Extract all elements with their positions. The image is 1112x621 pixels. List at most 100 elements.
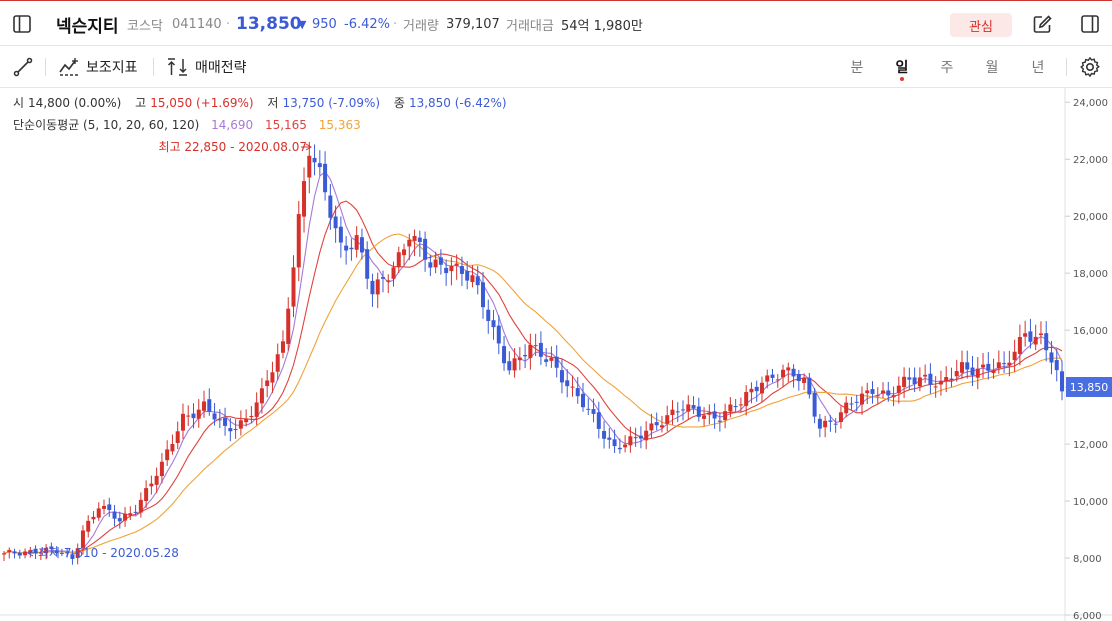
low-value: 13,750 (-7.09%) xyxy=(282,96,381,110)
candle-body xyxy=(833,423,838,425)
candle-body xyxy=(254,402,259,417)
candle-body xyxy=(238,420,243,429)
y-tick-label: 18,000 xyxy=(1073,269,1108,280)
candle-body xyxy=(265,380,270,387)
candle-body xyxy=(128,513,133,516)
candle-body xyxy=(33,548,38,553)
candle-body xyxy=(328,195,333,218)
candle-body xyxy=(1033,336,1038,345)
candle-body xyxy=(96,508,101,518)
candle-body xyxy=(449,266,454,272)
candle-body xyxy=(138,499,143,513)
candle-body xyxy=(775,379,780,381)
candle-body xyxy=(965,362,970,370)
candle-body xyxy=(349,247,354,250)
candle-body xyxy=(475,276,480,286)
candle-body xyxy=(554,356,559,368)
candle-body xyxy=(428,262,433,268)
candle-body xyxy=(12,551,17,554)
candle-body xyxy=(212,413,217,420)
candlestick-chart[interactable]: 24,00022,00020,00018,00016,00014,00012,0… xyxy=(0,88,1112,621)
candle-body xyxy=(838,412,843,422)
period-week[interactable]: 주 xyxy=(940,60,954,76)
candle-body xyxy=(417,237,422,243)
candle-body xyxy=(733,406,738,408)
interest-button[interactable]: 관심 xyxy=(950,13,1012,37)
candle-body xyxy=(465,270,470,281)
candle-body xyxy=(512,358,517,371)
y-tick-label: 6,000 xyxy=(1073,611,1102,621)
candle-body xyxy=(875,395,880,397)
period-day[interactable]: 일 xyxy=(895,60,909,76)
candle-body xyxy=(849,403,854,405)
candle-body xyxy=(981,364,986,368)
candle-body xyxy=(533,345,538,347)
candle-body xyxy=(854,401,859,403)
candle-body xyxy=(828,420,833,422)
ma-label: 단순이동평균 (5, 10, 20, 60, 120) xyxy=(13,118,200,132)
sidebar-toggle-icon[interactable] xyxy=(12,1,32,47)
settings-gear-icon[interactable] xyxy=(1079,46,1101,88)
candle-body xyxy=(338,226,343,243)
candle-body xyxy=(844,402,849,414)
candle-body xyxy=(912,377,917,385)
period-minute[interactable]: 분 xyxy=(850,60,864,76)
candle-body xyxy=(323,163,328,193)
period-year[interactable]: 년 xyxy=(1031,60,1045,76)
candle-body xyxy=(591,409,596,414)
candle-body xyxy=(638,435,643,439)
candle-body xyxy=(59,552,64,554)
candle-body xyxy=(375,279,380,295)
y-tick-label: 22,000 xyxy=(1073,155,1108,166)
indicator-button[interactable]: 보조지표 xyxy=(58,46,138,88)
ohlc-legend: 시 14,800 (0.00%) 고 15,050 (+1.69%) 저 13,750… xyxy=(13,94,511,111)
close-value: 13,850 (-6.42%) xyxy=(408,96,507,110)
last-price-label: 13,850 xyxy=(1070,381,1109,394)
low-annotation: 최저 7,610 - 2020.05.28 xyxy=(38,546,179,560)
period-month[interactable]: 월 xyxy=(985,60,999,76)
candle-body xyxy=(233,429,238,431)
candle-body xyxy=(480,282,485,308)
market-label: 코스닥 xyxy=(127,18,163,34)
candle-body xyxy=(812,392,817,417)
down-arrow-icon: ▼ xyxy=(298,17,307,31)
candle-body xyxy=(712,411,717,419)
candle-body xyxy=(380,277,385,279)
amount-value: 54억 1,980만 xyxy=(561,18,643,34)
candle-body xyxy=(75,548,80,558)
candle-body xyxy=(1054,360,1059,371)
candle-body xyxy=(1049,352,1054,363)
ma-value-1: 14,690 xyxy=(211,118,254,132)
candle-body xyxy=(665,415,670,424)
candle-body xyxy=(944,377,949,382)
open-value: 14,800 (0.00%) xyxy=(28,96,122,110)
candle-body xyxy=(202,401,207,411)
candle-body xyxy=(1060,371,1064,392)
candle-body xyxy=(459,266,464,274)
candle-body xyxy=(975,368,980,378)
open-label: 시 xyxy=(13,96,25,110)
candle-body xyxy=(607,437,612,440)
candle-body xyxy=(786,367,791,371)
panel-toggle-icon[interactable] xyxy=(1080,1,1100,47)
candle-body xyxy=(902,376,907,387)
ma-value-3: 15,363 xyxy=(318,118,361,132)
candle-body xyxy=(38,552,43,554)
candle-body xyxy=(86,520,91,532)
strategy-button[interactable]: 매매전략 xyxy=(166,46,247,88)
candle-body xyxy=(623,444,628,448)
candle-body xyxy=(370,280,375,295)
candle-body xyxy=(954,371,959,377)
candle-body xyxy=(333,216,338,229)
candle-body xyxy=(823,420,828,428)
candle-body xyxy=(959,362,964,373)
candle-body xyxy=(870,389,875,394)
candle-body xyxy=(1038,333,1043,336)
stock-name[interactable]: 넥슨지티 xyxy=(56,16,119,37)
candle-body xyxy=(575,388,580,397)
draw-line-icon[interactable] xyxy=(12,46,34,88)
ma-value-2: 15,165 xyxy=(264,118,307,132)
candle-body xyxy=(486,309,491,321)
candle-body xyxy=(280,341,285,353)
edit-icon[interactable] xyxy=(1032,1,1053,47)
